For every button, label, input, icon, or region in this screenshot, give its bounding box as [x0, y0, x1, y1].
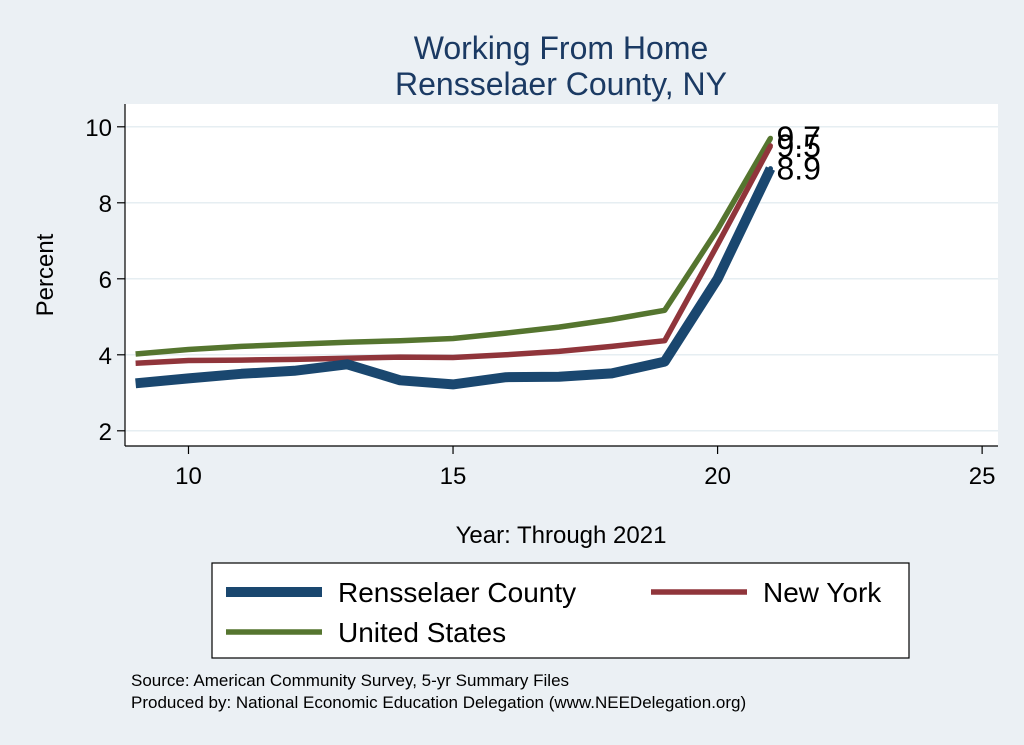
- x-tick-label: 25: [969, 463, 996, 490]
- end-point-rensselaer-county: [767, 166, 773, 172]
- y-tick-label: 4: [99, 343, 112, 370]
- y-tick-label: 10: [85, 115, 112, 142]
- legend: Rensselaer County New York United States: [211, 562, 910, 659]
- end-point-united-states: [767, 135, 773, 141]
- series-line-rensselaer-county: [135, 166, 776, 390]
- x-tick-label: 10: [175, 463, 202, 490]
- x-tick-label: 15: [440, 463, 467, 490]
- y-axis: 2 4 6 8 10: [85, 115, 125, 446]
- series-line-new-york: [135, 144, 773, 366]
- legend-box: [211, 562, 910, 659]
- series-line-united-states: [135, 136, 773, 357]
- plot-area: [125, 104, 998, 446]
- y-tick-label: 6: [99, 267, 112, 294]
- legend-entries: Rensselaer County New York United States: [226, 577, 882, 648]
- legend-label-rensselaer-county: Rensselaer County: [338, 577, 576, 608]
- end-label-rensselaer-county: 8.9: [776, 151, 820, 187]
- series-lines: [135, 135, 776, 390]
- x-axis: 10 15 20 25: [175, 446, 995, 490]
- title-line-2: Rensselaer County, NY: [395, 66, 727, 102]
- end-label-new-york: 9.5: [776, 128, 820, 164]
- end-labels: 9.79.58.9: [776, 120, 820, 186]
- source-note-2: Produced by: National Economic Education…: [131, 693, 746, 712]
- legend-label-united-states: United States: [338, 617, 506, 648]
- chart-title: Working From Home Rensselaer County, NY: [395, 30, 727, 102]
- end-label-united-states: 9.7: [776, 120, 820, 156]
- source-note-1: Source: American Community Survey, 5-yr …: [131, 671, 569, 690]
- end-point-new-york: [767, 143, 773, 149]
- x-tick-label: 20: [704, 463, 731, 490]
- y-tick-label: 8: [99, 191, 112, 218]
- title-line-1: Working From Home: [414, 30, 709, 66]
- y-axis-label: Percent: [32, 233, 59, 316]
- y-tick-label: 2: [99, 419, 112, 446]
- legend-label-new-york: New York: [763, 577, 882, 608]
- source-notes: Source: American Community Survey, 5-yr …: [131, 671, 746, 712]
- gridlines: [125, 126, 998, 432]
- x-axis-label: Year: Through 2021: [456, 522, 667, 549]
